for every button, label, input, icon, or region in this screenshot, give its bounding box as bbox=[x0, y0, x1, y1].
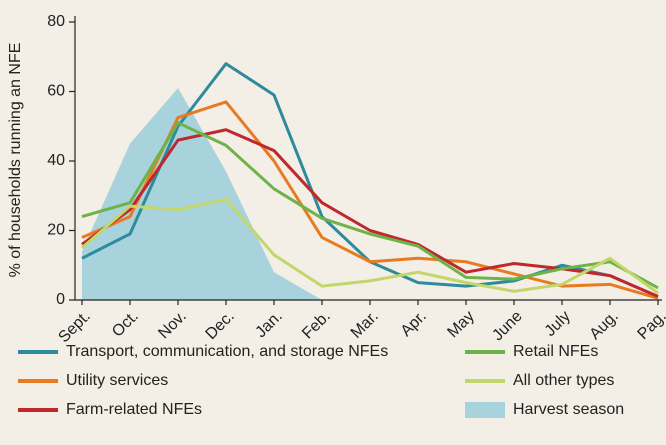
legend-label: Transport, communication, and storage NF… bbox=[66, 343, 388, 360]
legend-swatch bbox=[465, 402, 505, 418]
line bbox=[81, 197, 659, 295]
y-axis-label: % of households running an NFE bbox=[7, 43, 24, 278]
y-tick-label: 0 bbox=[56, 291, 65, 308]
line bbox=[81, 100, 659, 300]
legend-label: All other types bbox=[513, 372, 614, 389]
legend-label: Utility services bbox=[66, 372, 168, 389]
legend-label: Harvest season bbox=[513, 401, 624, 418]
y-tick-label: 40 bbox=[47, 152, 65, 169]
y-tick-label: 20 bbox=[47, 222, 65, 239]
legend-label: Retail NFEs bbox=[513, 343, 598, 360]
y-tick-label: 80 bbox=[47, 13, 65, 30]
line bbox=[81, 121, 659, 290]
y-tick-label: 60 bbox=[47, 83, 65, 100]
legend-label: Farm-related NFEs bbox=[66, 401, 202, 418]
area bbox=[82, 88, 322, 301]
